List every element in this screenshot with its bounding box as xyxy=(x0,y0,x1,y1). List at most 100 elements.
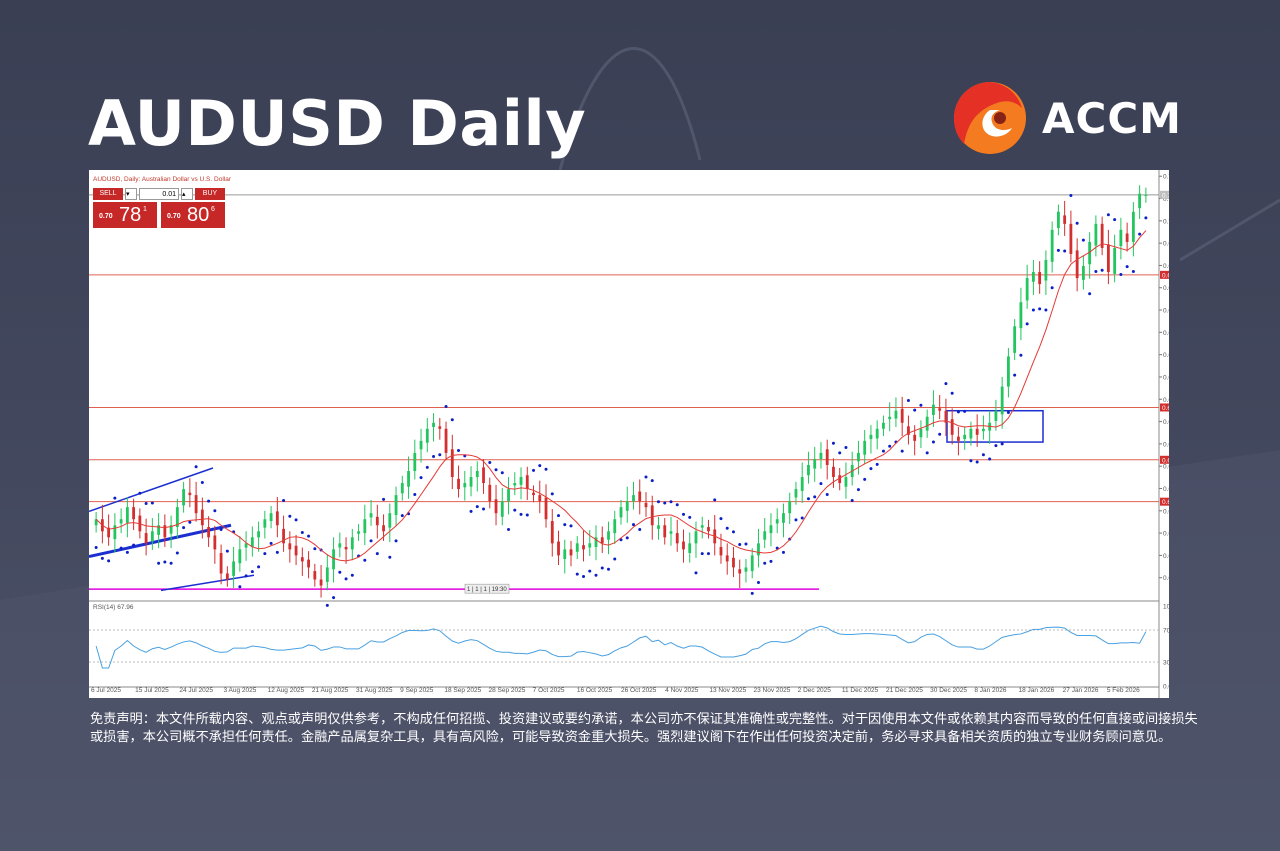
candle-body xyxy=(1069,223,1073,254)
lot-up-button[interactable]: ▴ xyxy=(181,188,193,200)
candle-body xyxy=(313,571,317,580)
sar-dot xyxy=(475,505,479,509)
sar-dot xyxy=(825,493,829,497)
sar-dot xyxy=(507,527,511,531)
sar-dot xyxy=(800,516,804,520)
sar-dot xyxy=(975,460,979,464)
candle-body xyxy=(1100,223,1104,248)
sar-dot xyxy=(338,570,342,574)
sar-dot xyxy=(250,570,254,574)
candle-body xyxy=(619,507,623,518)
sar-dot xyxy=(900,449,904,453)
candle-body xyxy=(525,475,529,490)
sar-dot xyxy=(269,541,273,545)
sar-dot xyxy=(794,518,798,522)
candle-body xyxy=(94,519,98,526)
candle-body xyxy=(250,537,254,547)
buy-price[interactable]: 0.70 80 6 xyxy=(161,202,225,228)
candle-body xyxy=(575,543,579,552)
rsi-tick-label: 100.00 xyxy=(1163,604,1169,611)
candle-body xyxy=(475,470,479,478)
level-tag xyxy=(1160,190,1169,199)
sar-dot xyxy=(706,552,710,556)
sar-dot xyxy=(769,559,773,563)
sell-price[interactable]: 0.70 78 1 xyxy=(93,202,157,228)
candle-body xyxy=(132,507,136,520)
sar-dot xyxy=(1044,308,1048,312)
candle-body xyxy=(300,557,304,562)
sar-dot xyxy=(663,501,667,505)
sar-dot xyxy=(1050,286,1054,290)
candle-body xyxy=(513,483,517,486)
lot-size-input[interactable]: 0.01 xyxy=(139,188,179,200)
candle-body xyxy=(419,440,423,450)
price-tick-label: 0.66280 xyxy=(1163,464,1169,471)
sar-dot xyxy=(1131,269,1135,273)
sar-dot xyxy=(257,565,261,569)
sar-dot xyxy=(625,536,629,540)
sar-dot xyxy=(363,558,367,562)
sar-dot xyxy=(500,471,504,475)
date-tick-label: 21 Dec 2025 xyxy=(886,687,923,694)
sar-dot xyxy=(613,557,617,561)
candle-body xyxy=(438,426,442,429)
candle-body xyxy=(557,541,560,556)
candle-body xyxy=(238,549,242,564)
candle-body xyxy=(663,525,667,538)
buy-button[interactable]: BUY xyxy=(195,188,225,200)
candle-body xyxy=(1063,215,1067,224)
candle-body xyxy=(125,507,129,523)
candle-body xyxy=(763,531,767,540)
candle-body xyxy=(469,477,473,487)
candle-body xyxy=(975,428,979,435)
candle-body xyxy=(732,557,735,568)
sar-dot xyxy=(182,526,186,530)
candle-body xyxy=(157,525,161,535)
candle-body xyxy=(694,531,698,544)
date-tick-label: 30 Dec 2025 xyxy=(930,687,967,694)
sar-dot xyxy=(919,403,923,407)
candle-body xyxy=(257,531,260,538)
channel-upper-line xyxy=(89,467,214,513)
sar-dot xyxy=(1075,221,1079,225)
sar-dot xyxy=(856,488,860,492)
sar-dot xyxy=(969,459,973,463)
candle-body xyxy=(1056,211,1060,229)
lot-down-button[interactable]: ▾ xyxy=(125,188,137,200)
price-tick-label: 0.70350 xyxy=(1163,218,1169,225)
price-tick-label: 0.67760 xyxy=(1163,374,1169,381)
candle-body xyxy=(544,497,548,520)
candle-body xyxy=(775,519,779,524)
sar-dot xyxy=(650,479,654,483)
sell-button[interactable]: SELL xyxy=(93,188,123,200)
sar-dot xyxy=(913,408,917,412)
sar-dot xyxy=(719,517,723,521)
candle-body xyxy=(1113,247,1117,274)
candle-body xyxy=(932,404,935,415)
candle-body xyxy=(369,513,373,518)
chart-panel[interactable]: AUDUSD, Daily: Australian Dollar vs U.S.… xyxy=(89,170,1169,698)
candle-body xyxy=(269,513,273,522)
sar-dot xyxy=(700,552,704,556)
candle-body xyxy=(394,495,398,516)
candlestick-chart[interactable]: AUDUSD, Daily: Australian Dollar vs U.S.… xyxy=(89,170,1169,698)
sar-dot xyxy=(688,515,692,519)
level-tag-label: 0.69454 xyxy=(1162,272,1169,279)
candle-body xyxy=(1075,250,1079,279)
candle-body xyxy=(1119,229,1123,247)
sar-dot xyxy=(950,391,954,395)
candle-body xyxy=(669,531,673,534)
sar-dot xyxy=(438,453,442,457)
sar-dot xyxy=(850,499,854,503)
candle-body xyxy=(707,527,710,532)
level-tag xyxy=(1160,403,1169,412)
candle-body xyxy=(344,546,348,550)
candle-body xyxy=(782,513,785,523)
sar-dot xyxy=(813,495,817,499)
candle-body xyxy=(194,495,198,514)
candle-body xyxy=(794,489,798,498)
candle-body xyxy=(338,543,342,548)
sar-dot xyxy=(425,465,429,469)
candle-body xyxy=(538,495,542,502)
candle-body xyxy=(650,505,654,526)
